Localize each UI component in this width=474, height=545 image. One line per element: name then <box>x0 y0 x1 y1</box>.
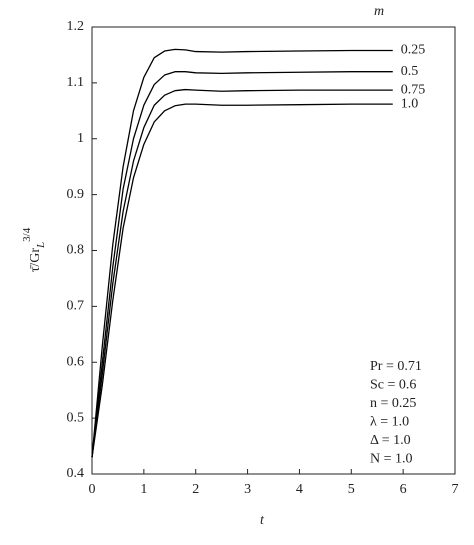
y-tick-label: 1.1 <box>67 75 85 90</box>
y-label-sub: L <box>35 242 47 249</box>
y-tick-label: 0.6 <box>67 354 85 369</box>
x-tick-label: 6 <box>400 482 407 497</box>
legend-label: 0.75 <box>401 82 426 97</box>
y-axis-label: τ̄/GrL3/4 <box>21 227 47 272</box>
x-tick-label: 2 <box>192 482 199 497</box>
y-label-base: τ̄/Gr <box>28 248 43 273</box>
annotation: Δ = 1.0 <box>370 433 411 448</box>
x-tick-label: 1 <box>140 482 147 497</box>
series-line <box>91 103 393 458</box>
annotation: Pr = 0.71 <box>370 359 422 374</box>
legend-label: 0.5 <box>401 64 419 79</box>
series-line <box>91 71 393 458</box>
legend-label: 1.0 <box>401 96 419 111</box>
y-tick-label: 1 <box>77 131 84 146</box>
x-tick-label: 4 <box>296 482 303 497</box>
series-line <box>91 88 393 458</box>
y-tick-label: 1.2 <box>67 19 85 34</box>
annotation: Sc = 0.6 <box>370 378 416 393</box>
annotation: N = 1.0 <box>370 452 413 467</box>
series-line <box>91 48 393 458</box>
x-tick-label: 0 <box>89 482 96 497</box>
x-tick-label: 3 <box>244 482 251 497</box>
legend-label: 0.25 <box>401 43 426 58</box>
y-tick-label: 0.4 <box>67 466 85 481</box>
annotation: n = 0.25 <box>370 396 416 411</box>
y-tick-label: 0.5 <box>67 410 85 425</box>
x-tick-label: 5 <box>348 482 355 497</box>
y-tick-label: 0.9 <box>67 187 85 202</box>
x-axis-label: t <box>260 513 265 528</box>
annotation: λ = 1.0 <box>370 415 409 430</box>
y-tick-label: 0.8 <box>67 243 85 258</box>
x-tick-label: 7 <box>452 482 459 497</box>
y-label-sup: 3/4 <box>21 227 33 242</box>
y-tick-label: 0.7 <box>67 299 85 314</box>
legend-title: m <box>374 4 384 19</box>
